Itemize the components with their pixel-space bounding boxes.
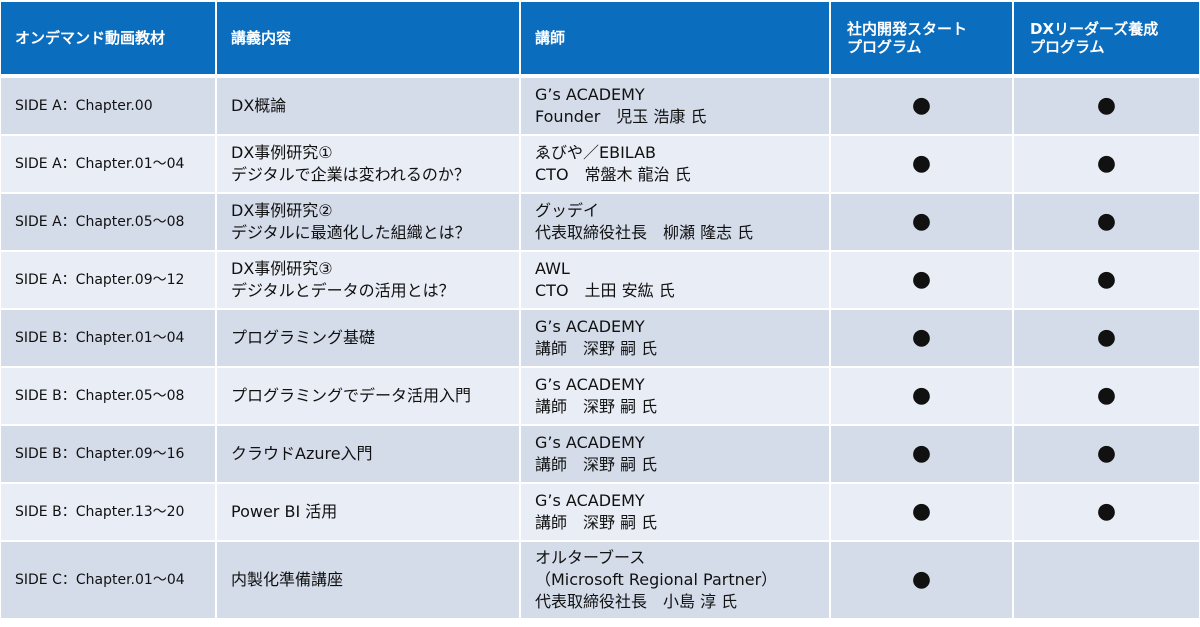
table-row: SIDE A：Chapter.09～12 DX事例研究③ デジタルとデータの活用とは… xyxy=(1,252,1199,310)
dx-leaders-mark: ● xyxy=(1014,426,1199,484)
lecturer-line: G’s ACADEMY xyxy=(535,433,645,452)
chapter-cell: SIDE B：Chapter.13～20 xyxy=(1,484,217,542)
chapter-cell: SIDE A：Chapter.00 xyxy=(1,78,217,136)
content-cell: Power BI 活用 xyxy=(217,484,521,542)
header-lecturer: 講師 xyxy=(521,2,831,78)
lecturer-cell: G’s ACADEMY 講師 深野 嗣 氏 xyxy=(521,484,831,542)
lecturer-line: 講師 深野 嗣 氏 xyxy=(535,455,658,474)
content-cell: DX事例研究① デジタルで企業は変われるのか？ xyxy=(217,136,521,194)
lecturer-cell: AWL CTO 土田 安紘 氏 xyxy=(521,252,831,310)
dx-leaders-mark: ● xyxy=(1014,252,1199,310)
table-row: SIDE C：Chapter.01～04 内製化準備講座 オルターブース （Micro… xyxy=(1,542,1199,620)
lecturer-line: AWL xyxy=(535,259,570,278)
chapter-cell: SIDE A：Chapter.09～12 xyxy=(1,252,217,310)
lecturer-cell: G’s ACADEMY 講師 深野 嗣 氏 xyxy=(521,426,831,484)
content-cell: プログラミングでデータ活用入門 xyxy=(217,368,521,426)
lecturer-cell: G’s ACADEMY 講師 深野 嗣 氏 xyxy=(521,310,831,368)
content-cell: プログラミング基礎 xyxy=(217,310,521,368)
header-line: プログラム xyxy=(847,38,922,56)
lecturer-line: G’s ACADEMY xyxy=(535,375,645,394)
lecturer-line: （Microsoft Regional Partner） xyxy=(535,570,778,589)
dx-leaders-mark: ● xyxy=(1014,136,1199,194)
lecturer-cell: G’s ACADEMY 講師 深野 嗣 氏 xyxy=(521,368,831,426)
dx-leaders-mark: ● xyxy=(1014,78,1199,136)
chapter-cell: SIDE C：Chapter.01～04 xyxy=(1,542,217,620)
header-dx-leaders-program: DXリーダーズ養成 プログラム xyxy=(1014,2,1199,78)
table-row: SIDE B：Chapter.05～08 プログラミングでデータ活用入門 G’s A… xyxy=(1,368,1199,426)
lecturer-line: 代表取締役社長 小島 淳 氏 xyxy=(535,592,738,611)
internal-dev-start-mark: ● xyxy=(831,542,1014,620)
content-cell: クラウドAzure入門 xyxy=(217,426,521,484)
table-row: SIDE A：Chapter.00 DX概論 G’s ACADEMY Founder … xyxy=(1,78,1199,136)
lecturer-line: ゑびや／EBILAB xyxy=(535,143,657,162)
content-cell: 内製化準備講座 xyxy=(217,542,521,620)
lecturer-line: 代表取締役社長 柳瀬 隆志 氏 xyxy=(535,223,754,242)
content-line: プログラミング基礎 xyxy=(231,328,376,347)
dx-leaders-mark xyxy=(1014,542,1199,620)
content-line: DX事例研究① xyxy=(231,143,333,162)
lecturer-line: CTO 土田 安紘 氏 xyxy=(535,281,675,300)
internal-dev-start-mark: ● xyxy=(831,426,1014,484)
content-line: Power BI 活用 xyxy=(231,502,338,521)
dx-leaders-mark: ● xyxy=(1014,310,1199,368)
lecturer-cell: ゑびや／EBILAB CTO 常盤木 龍治 氏 xyxy=(521,136,831,194)
header-lecture-content: 講義内容 xyxy=(217,2,521,78)
content-cell: DX事例研究② デジタルに最適化した組織とは？ xyxy=(217,194,521,252)
content-line: デジタルで企業は変われるのか？ xyxy=(231,165,470,184)
dx-leaders-mark: ● xyxy=(1014,194,1199,252)
table-row: SIDE B：Chapter.09～16 クラウドAzure入門 G’s ACADE… xyxy=(1,426,1199,484)
internal-dev-start-mark: ● xyxy=(831,78,1014,136)
header-line: DXリーダーズ養成 xyxy=(1030,20,1159,38)
content-line: プログラミングでデータ活用入門 xyxy=(231,386,472,405)
table-row: SIDE B：Chapter.01～04 プログラミング基礎 G’s ACADEMY… xyxy=(1,310,1199,368)
table-body: SIDE A：Chapter.00 DX概論 G’s ACADEMY Founder … xyxy=(1,78,1199,620)
lecturer-line: 講師 深野 嗣 氏 xyxy=(535,513,658,532)
internal-dev-start-mark: ● xyxy=(831,136,1014,194)
content-cell: DX事例研究③ デジタルとデータの活用とは？ xyxy=(217,252,521,310)
chapter-cell: SIDE B：Chapter.01～04 xyxy=(1,310,217,368)
content-line: クラウドAzure入門 xyxy=(231,444,373,463)
lecturer-cell: G’s ACADEMY Founder 児玉 浩康 氏 xyxy=(521,78,831,136)
lecturer-cell: オルターブース （Microsoft Regional Partner） 代表取締役… xyxy=(521,542,831,620)
lecturer-line: グッデイ xyxy=(535,201,600,220)
lecturer-line: CTO 常盤木 龍治 氏 xyxy=(535,165,691,184)
content-line: デジタルに最適化した組織とは？ xyxy=(231,223,471,242)
internal-dev-start-mark: ● xyxy=(831,252,1014,310)
dx-leaders-mark: ● xyxy=(1014,368,1199,426)
lecturer-line: G’s ACADEMY xyxy=(535,317,645,336)
content-line: DX事例研究② xyxy=(231,201,333,220)
dx-leaders-mark: ● xyxy=(1014,484,1199,542)
content-line: DX事例研究③ xyxy=(231,259,333,278)
table-row: SIDE B：Chapter.13～20 Power BI 活用 G’s ACADE… xyxy=(1,484,1199,542)
content-line: DX概論 xyxy=(231,96,287,115)
content-line: デジタルとデータの活用とは？ xyxy=(231,281,455,300)
chapter-cell: SIDE B：Chapter.05～08 xyxy=(1,368,217,426)
table-row: SIDE A：Chapter.01～04 DX事例研究① デジタルで企業は変われるの… xyxy=(1,136,1199,194)
internal-dev-start-mark: ● xyxy=(831,194,1014,252)
lecturer-line: G’s ACADEMY xyxy=(535,491,645,510)
internal-dev-start-mark: ● xyxy=(831,484,1014,542)
lecturer-line: Founder 児玉 浩康 氏 xyxy=(535,107,707,126)
lecturer-cell: グッデイ代表取締役社長 柳瀬 隆志 氏 xyxy=(521,194,831,252)
chapter-cell: SIDE A：Chapter.05～08 xyxy=(1,194,217,252)
lecturer-line: 講師 深野 嗣 氏 xyxy=(535,339,658,358)
content-line: 内製化準備講座 xyxy=(231,570,344,589)
lecturer-line: オルターブース xyxy=(535,548,646,567)
header-internal-dev-start-program: 社内開発スタート プログラム xyxy=(831,2,1014,78)
chapter-cell: SIDE B：Chapter.09～16 xyxy=(1,426,217,484)
table-row: SIDE A：Chapter.05～08 DX事例研究② デジタルに最適化した組織と… xyxy=(1,194,1199,252)
chapter-cell: SIDE A：Chapter.01～04 xyxy=(1,136,217,194)
header-video-material: オンデマンド動画教材 xyxy=(1,2,217,78)
header-line: 社内開発スタート xyxy=(847,20,968,38)
internal-dev-start-mark: ● xyxy=(831,310,1014,368)
header-line: プログラム xyxy=(1030,38,1105,56)
lecturer-line: G’s ACADEMY xyxy=(535,85,645,104)
header-row: オンデマンド動画教材 講義内容 講師 社内開発スタート プログラム DXリーダー… xyxy=(1,2,1199,78)
content-cell: DX概論 xyxy=(217,78,521,136)
internal-dev-start-mark: ● xyxy=(831,368,1014,426)
lecturer-line: 講師 深野 嗣 氏 xyxy=(535,397,658,416)
